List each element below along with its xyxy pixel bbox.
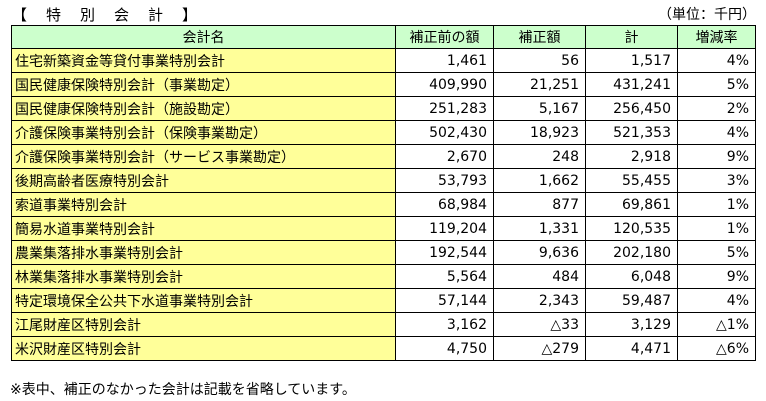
cell-total: 3,129 [585,312,678,337]
cell-account-name: 介護保険事業特別会計（サービス事業勘定） [11,144,396,169]
cell-account-name: 林業集落排水事業特別会計 [11,264,396,289]
cell-adjustment: 248 [493,144,586,169]
cell-total: 1,517 [585,48,678,73]
header-adjustment: 補正額 [493,25,586,49]
cell-change-rate: 1% [677,216,756,241]
cell-before-amount: 192,544 [395,240,494,265]
cell-before-amount: 251,283 [395,96,494,121]
cell-adjustment: 2,343 [493,288,586,313]
cell-change-rate: △6% [677,336,756,361]
cell-adjustment: 21,251 [493,72,586,97]
cell-change-rate: 4% [677,120,756,145]
special-accounts-table: 会計名 補正前の額 補正額 計 増減率 住宅新築資金等貸付事業特別会計 1,461… [11,25,756,361]
cell-before-amount: 68,984 [395,192,494,217]
cell-adjustment: 56 [493,48,586,73]
cell-change-rate: 2% [677,96,756,121]
cell-before-amount: 4,750 [395,336,494,361]
table-row: 住宅新築資金等貸付事業特別会計 1,461 56 1,517 4% [11,48,756,73]
cell-before-amount: 5,564 [395,264,494,289]
cell-change-rate: 4% [677,48,756,73]
cell-change-rate: 5% [677,72,756,97]
table-row: 索道事業特別会計 68,984 877 69,861 1% [11,192,756,217]
header-account-name: 会計名 [11,25,396,49]
table-header-row: 会計名 補正前の額 補正額 計 増減率 [11,25,756,49]
cell-before-amount: 3,162 [395,312,494,337]
cell-account-name: 国民健康保険特別会計（事業勘定） [11,72,396,97]
cell-adjustment: △279 [493,336,586,361]
cell-adjustment: △33 [493,312,586,337]
cell-before-amount: 502,430 [395,120,494,145]
cell-total: 59,487 [585,288,678,313]
cell-account-name: 後期高齢者医療特別会計 [11,168,396,193]
header-total: 計 [585,25,678,49]
table-row: 農業集落排水事業特別会計 192,544 9,636 202,180 5% [11,240,756,265]
cell-adjustment: 9,636 [493,240,586,265]
table-row: 国民健康保険特別会計（施設勘定） 251,283 5,167 256,450 2% [11,96,756,121]
table-row: 後期高齢者医療特別会計 53,793 1,662 55,455 3% [11,168,756,193]
cell-account-name: 索道事業特別会計 [11,192,396,217]
cell-account-name: 江尾財産区特別会計 [11,312,396,337]
cell-account-name: 米沢財産区特別会計 [11,336,396,361]
cell-before-amount: 409,990 [395,72,494,97]
cell-total: 4,471 [585,336,678,361]
cell-account-name: 簡易水道事業特別会計 [11,216,396,241]
cell-total: 6,048 [585,264,678,289]
cell-account-name: 特定環境保全公共下水道事業特別会計 [11,288,396,313]
table-row: 特定環境保全公共下水道事業特別会計 57,144 2,343 59,487 4% [11,288,756,313]
cell-change-rate: 9% [677,264,756,289]
cell-account-name: 国民健康保険特別会計（施設勘定） [11,96,396,121]
cell-change-rate: 9% [677,144,756,169]
cell-total: 55,455 [585,168,678,193]
table-row: 江尾財産区特別会計 3,162 △33 3,129 △1% [11,312,756,337]
cell-total: 69,861 [585,192,678,217]
table-row: 米沢財産区特別会計 4,750 △279 4,471 △6% [11,336,756,361]
cell-total: 521,353 [585,120,678,145]
cell-account-name: 農業集落排水事業特別会計 [11,240,396,265]
cell-adjustment: 1,331 [493,216,586,241]
cell-before-amount: 57,144 [395,288,494,313]
cell-total: 2,918 [585,144,678,169]
cell-change-rate: 5% [677,240,756,265]
cell-adjustment: 5,167 [493,96,586,121]
header-change-rate: 増減率 [677,25,756,49]
table-row: 国民健康保険特別会計（事業勘定） 409,990 21,251 431,241 5% [11,72,756,97]
cell-adjustment: 18,923 [493,120,586,145]
cell-account-name: 住宅新築資金等貸付事業特別会計 [11,48,396,73]
cell-account-name: 介護保険事業特別会計（保険事業勘定） [11,120,396,145]
cell-total: 256,450 [585,96,678,121]
cell-before-amount: 53,793 [395,168,494,193]
footnote: ※表中、補正のなかった会計は記載を省略しています。 [10,382,356,398]
table-row: 簡易水道事業特別会計 119,204 1,331 120,535 1% [11,216,756,241]
cell-change-rate: 4% [677,288,756,313]
cell-total: 431,241 [585,72,678,97]
unit-label: （単位：千円） [658,7,756,23]
cell-before-amount: 1,461 [395,48,494,73]
header-before-amount: 補正前の額 [395,25,494,49]
section-title: 【 特 別 会 計 】 [12,6,200,24]
cell-before-amount: 119,204 [395,216,494,241]
cell-change-rate: 1% [677,192,756,217]
cell-adjustment: 877 [493,192,586,217]
cell-change-rate: △1% [677,312,756,337]
table-row: 介護保険事業特別会計（保険事業勘定） 502,430 18,923 521,353 4% [11,120,756,145]
cell-adjustment: 1,662 [493,168,586,193]
cell-total: 120,535 [585,216,678,241]
cell-change-rate: 3% [677,168,756,193]
table-row: 林業集落排水事業特別会計 5,564 484 6,048 9% [11,264,756,289]
table-row: 介護保険事業特別会計（サービス事業勘定） 2,670 248 2,918 9% [11,144,756,169]
cell-before-amount: 2,670 [395,144,494,169]
cell-total: 202,180 [585,240,678,265]
cell-adjustment: 484 [493,264,586,289]
